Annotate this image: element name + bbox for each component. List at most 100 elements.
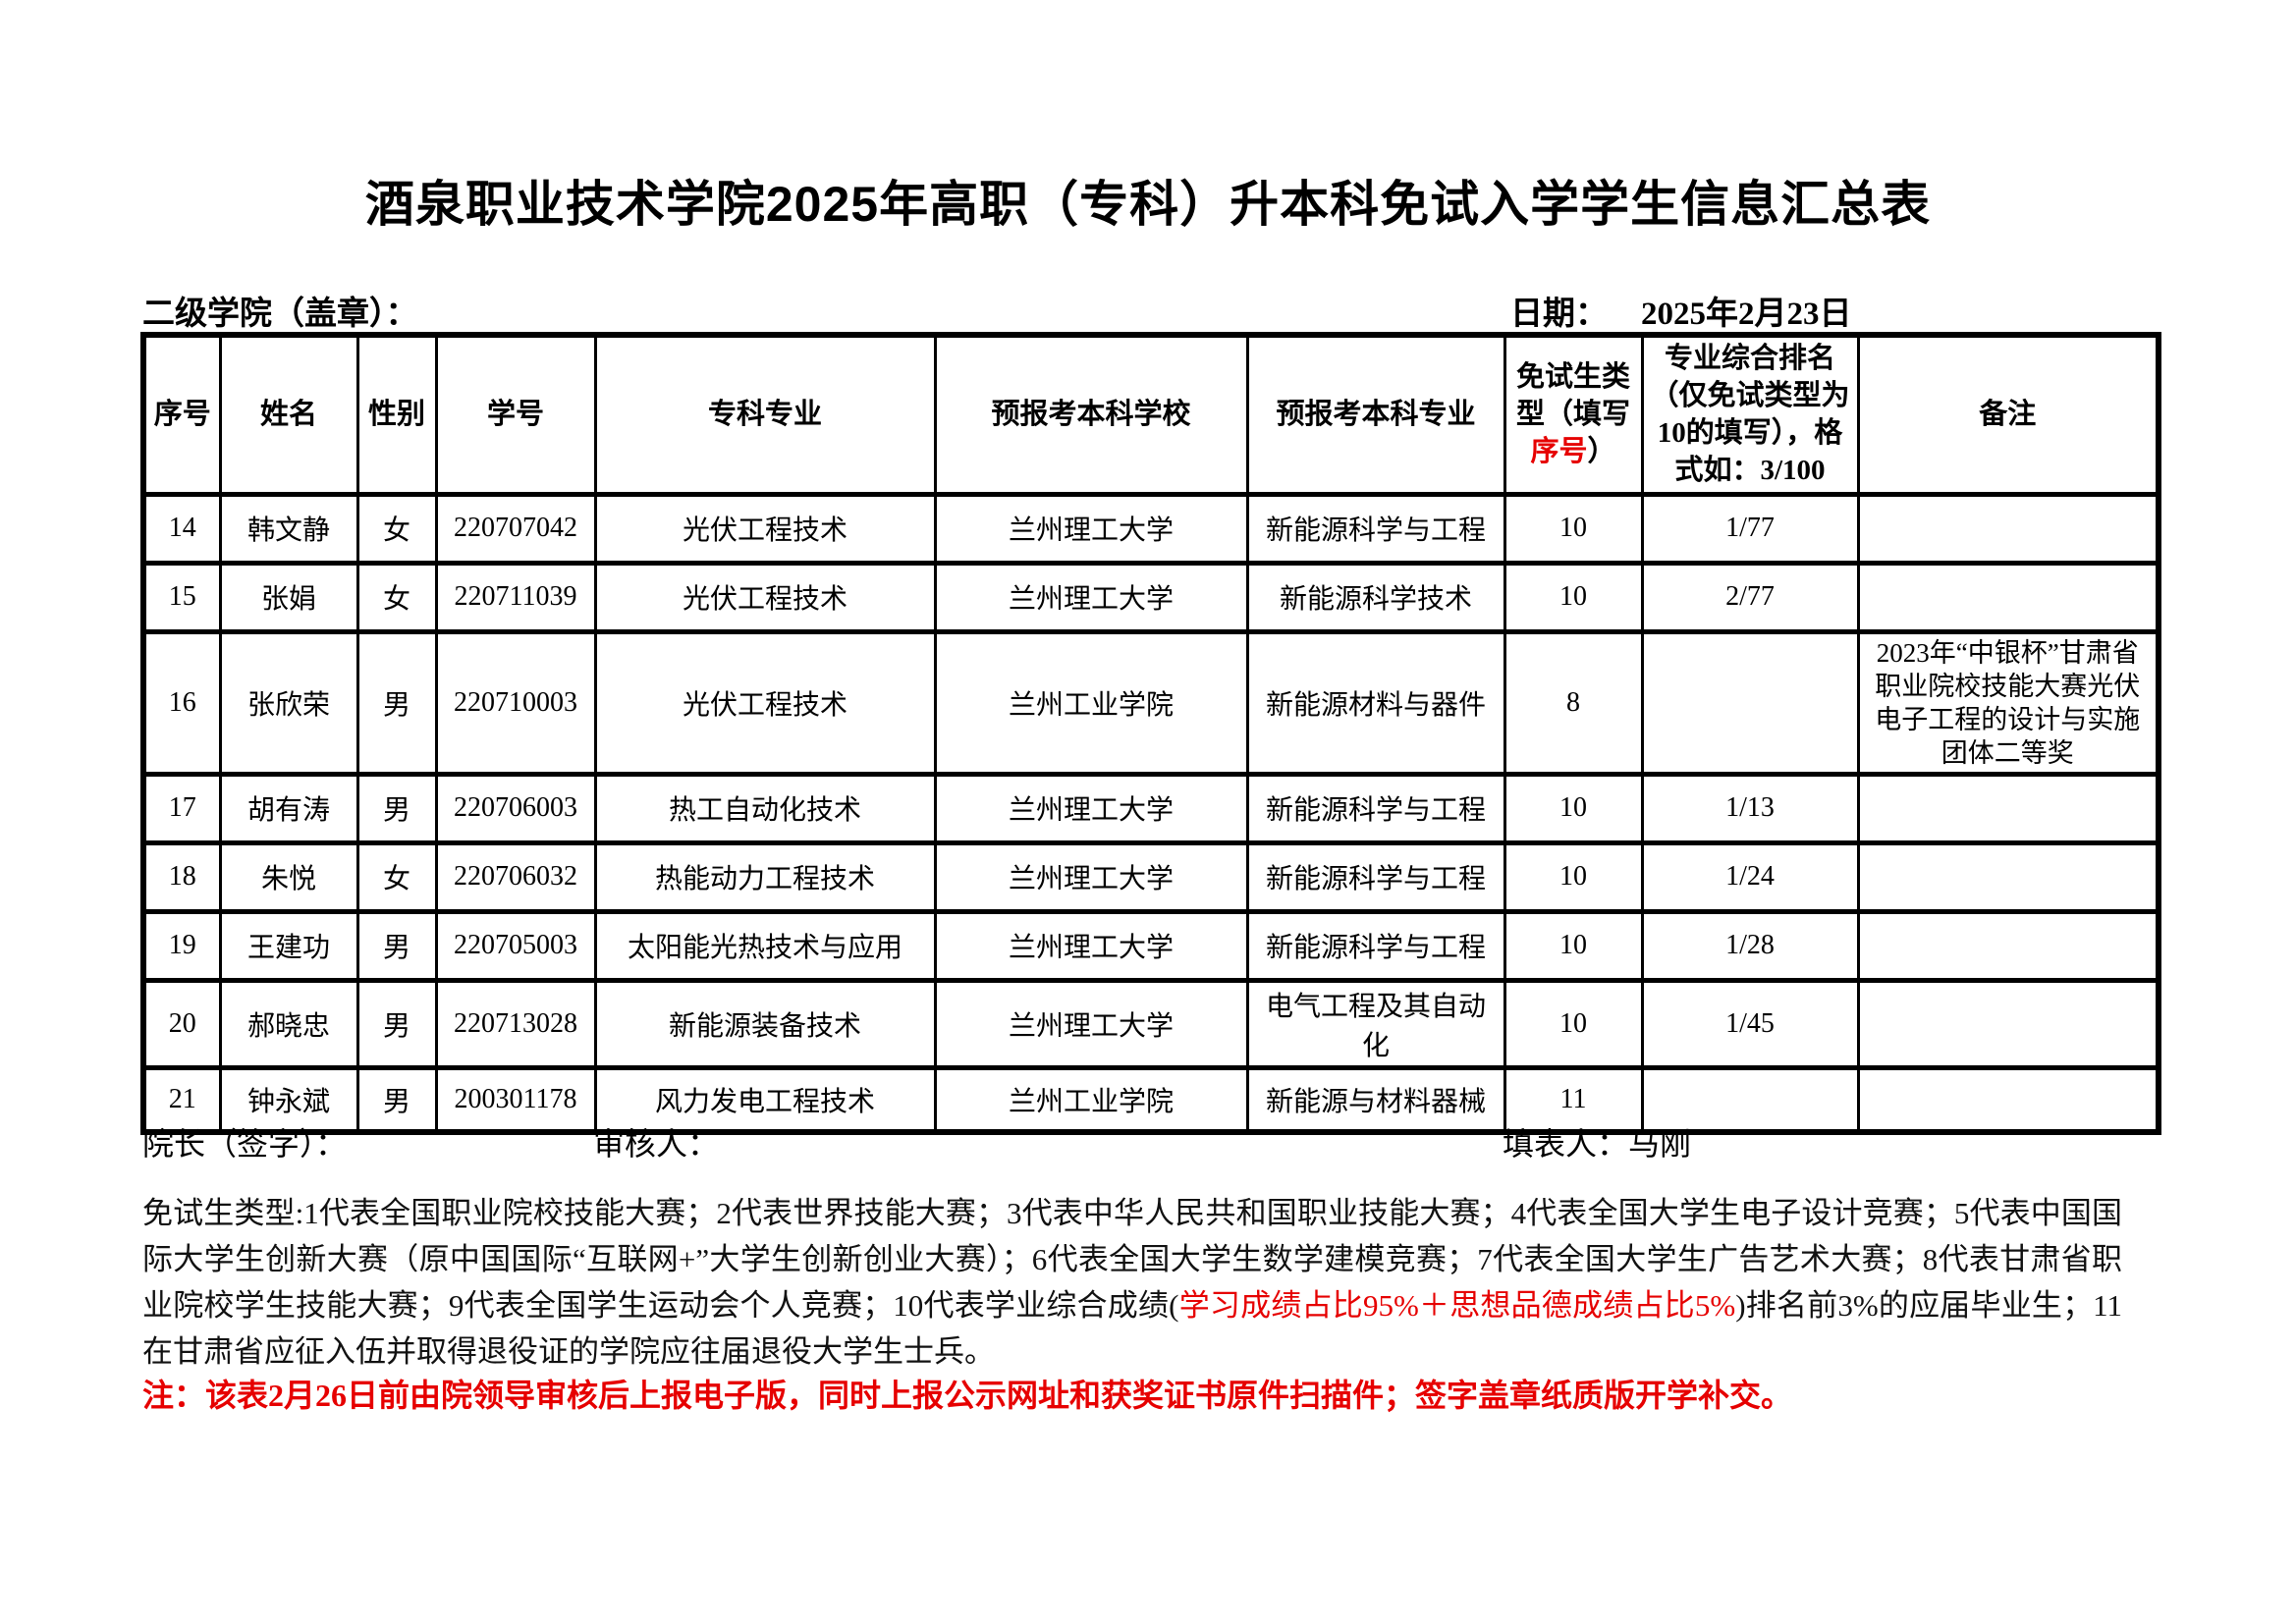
- table-row: 21 钟永斌 男 200301178 风力发电工程技术 兰州工业学院 新能源与材…: [141, 1064, 2160, 1135]
- cell-remark: [1856, 839, 2160, 914]
- date-label: 日期：: [1510, 297, 1608, 332]
- header-target-school: 预报考本科学校: [933, 332, 1249, 497]
- cell-exempt-type: 8: [1503, 628, 1644, 777]
- cell-target-major: 新能源科学与工程: [1245, 491, 1506, 566]
- cell-serial: 21: [141, 1064, 222, 1135]
- cell-student-id: 220713028: [434, 977, 597, 1070]
- cell-serial: 20: [141, 977, 222, 1070]
- table-row: 19 王建功 男 220705003 太阳能光热技术与应用 兰州理工大学 新能源…: [141, 908, 2160, 983]
- exempt-type-note-text: 免试生类型:1代表全国职业院校技能大赛；2代表世界技能大赛；3代表中华人民共和国…: [142, 1196, 2122, 1323]
- cell-college-major: 新能源装备技术: [593, 977, 937, 1070]
- cell-gender: 女: [355, 839, 438, 914]
- student-table: 序号 姓名 性别 学号 专科专业 预报考本科学校 预报考本科专业 免试生类型（填…: [140, 332, 2161, 1135]
- table-row: 15 张娟 女 220711039 光伏工程技术 兰州理工大学 新能源科学技术 …: [141, 560, 2160, 634]
- cell-target-major: 新能源科学技术: [1245, 560, 1506, 634]
- header-college-major: 专科专业: [593, 332, 937, 497]
- table-row: 20 郝晓忠 男 220713028 新能源装备技术 兰州理工大学 电气工程及其…: [141, 977, 2160, 1070]
- cell-remark: [1856, 1064, 2160, 1135]
- college-stamp-label: 二级学院（盖章）：: [142, 297, 418, 332]
- cell-target-major: 新能源与材料器械: [1245, 1064, 1506, 1135]
- cell-name: 郝晓忠: [218, 977, 359, 1070]
- cell-student-id: 220706032: [434, 839, 597, 914]
- cell-name: 张欣荣: [218, 628, 359, 777]
- table-header-row: 序号 姓名 性别 学号 专科专业 预报考本科学校 预报考本科专业 免试生类型（填…: [141, 332, 2160, 497]
- cell-target-school: 兰州理工大学: [933, 908, 1249, 983]
- cell-remark: [1856, 977, 2160, 1070]
- cell-target-major: 新能源材料与器件: [1245, 628, 1506, 777]
- header-name: 姓名: [218, 332, 359, 497]
- cell-gender: 男: [355, 908, 438, 983]
- cell-exempt-type: 10: [1503, 839, 1644, 914]
- cell-serial: 14: [141, 491, 222, 566]
- cell-gender: 女: [355, 560, 438, 634]
- header-remark: 备注: [1856, 332, 2160, 497]
- table-row: 14 韩文静 女 220707042 光伏工程技术 兰州理工大学 新能源科学与工…: [141, 491, 2160, 566]
- cell-rank: 1/28: [1640, 908, 1860, 983]
- header-target-major: 预报考本科专业: [1245, 332, 1506, 497]
- dean-signature-label: 院长（签字）：: [142, 1126, 348, 1162]
- cell-student-id: 220705003: [434, 908, 597, 983]
- cell-rank: [1640, 1064, 1860, 1135]
- cell-exempt-type: 10: [1503, 977, 1644, 1070]
- cell-rank: 1/13: [1640, 771, 1860, 845]
- date-value: 2025年2月23日: [1641, 297, 1852, 332]
- header-exempt-type-suffix: ）: [1587, 436, 1616, 468]
- table-row: 17 胡有涛 男 220706003 热工自动化技术 兰州理工大学 新能源科学与…: [141, 771, 2160, 845]
- cell-target-major: 新能源科学与工程: [1245, 839, 1506, 914]
- cell-gender: 男: [355, 628, 438, 777]
- cell-serial: 17: [141, 771, 222, 845]
- header-serial: 序号: [141, 332, 222, 497]
- exempt-type-note: 免试生类型:1代表全国职业院校技能大赛；2代表世界技能大赛；3代表中华人民共和国…: [142, 1190, 2122, 1375]
- table-row: 16 张欣荣 男 220710003 光伏工程技术 兰州工业学院 新能源材料与器…: [141, 628, 2160, 777]
- cell-college-major: 光伏工程技术: [593, 628, 937, 777]
- cell-target-school: 兰州理工大学: [933, 771, 1249, 845]
- cell-rank: 1/45: [1640, 977, 1860, 1070]
- cell-exempt-type: 10: [1503, 908, 1644, 983]
- cell-target-school: 兰州理工大学: [933, 977, 1249, 1070]
- cell-name: 钟永斌: [218, 1064, 359, 1135]
- cell-name: 王建功: [218, 908, 359, 983]
- cell-college-major: 风力发电工程技术: [593, 1064, 937, 1135]
- cell-college-major: 热工自动化技术: [593, 771, 937, 845]
- header-rank: 专业综合排名（仅免试类型为10的填写），格式如：3/100: [1640, 332, 1860, 497]
- header-gender: 性别: [355, 332, 438, 497]
- cell-student-id: 220707042: [434, 491, 597, 566]
- cell-serial: 19: [141, 908, 222, 983]
- header-exempt-type: 免试生类型（填写序号）: [1503, 332, 1644, 497]
- cell-gender: 男: [355, 977, 438, 1070]
- header-exempt-type-red: 序号: [1530, 436, 1588, 468]
- cell-target-school: 兰州理工大学: [933, 560, 1249, 634]
- cell-student-id: 220706003: [434, 771, 597, 845]
- exempt-type-note-red-text: 学习成绩占比95%＋思想品德成绩占比5%: [1178, 1288, 1736, 1323]
- cell-target-school: 兰州理工大学: [933, 839, 1249, 914]
- cell-exempt-type: 10: [1503, 491, 1644, 566]
- cell-college-major: 太阳能光热技术与应用: [593, 908, 937, 983]
- cell-rank: 1/24: [1640, 839, 1860, 914]
- page-title: 酒泉职业技术学院2025年高职（专科）升本科免试入学学生信息汇总表: [364, 177, 1932, 232]
- cell-college-major: 光伏工程技术: [593, 560, 937, 634]
- exempt-type-note-tail: )排名前3%的应届毕业生；11在甘肃省应征入伍并取得退役证的学院应往届退役大学生…: [142, 1288, 2122, 1369]
- cell-remark: [1856, 560, 2160, 634]
- cell-rank: 2/77: [1640, 560, 1860, 634]
- table-row: 18 朱悦 女 220706032 热能动力工程技术 兰州理工大学 新能源科学与…: [141, 839, 2160, 914]
- cell-name: 朱悦: [218, 839, 359, 914]
- date-line: 日期： 2025年2月23日: [1510, 287, 1852, 334]
- cell-target-major: 电气工程及其自动化: [1245, 977, 1506, 1070]
- cell-exempt-type: 10: [1503, 560, 1644, 634]
- reviewer-label: 审核人：: [593, 1126, 720, 1162]
- cell-target-school: 兰州理工大学: [933, 491, 1249, 566]
- cell-college-major: 光伏工程技术: [593, 491, 937, 566]
- cell-target-major: 新能源科学与工程: [1245, 771, 1506, 845]
- cell-college-major: 热能动力工程技术: [593, 839, 937, 914]
- submission-deadline-note: 注：该表2月26日前由院领导审核后上报电子版，同时上报公示网址和获奖证书原件扫描…: [142, 1378, 1793, 1413]
- cell-rank: 1/77: [1640, 491, 1860, 566]
- cell-name: 张娟: [218, 560, 359, 634]
- cell-serial: 15: [141, 560, 222, 634]
- cell-rank: [1640, 628, 1860, 777]
- cell-student-id: 220711039: [434, 560, 597, 634]
- cell-name: 韩文静: [218, 491, 359, 566]
- cell-remark: [1856, 908, 2160, 983]
- cell-remark: [1856, 491, 2160, 566]
- cell-gender: 女: [355, 491, 438, 566]
